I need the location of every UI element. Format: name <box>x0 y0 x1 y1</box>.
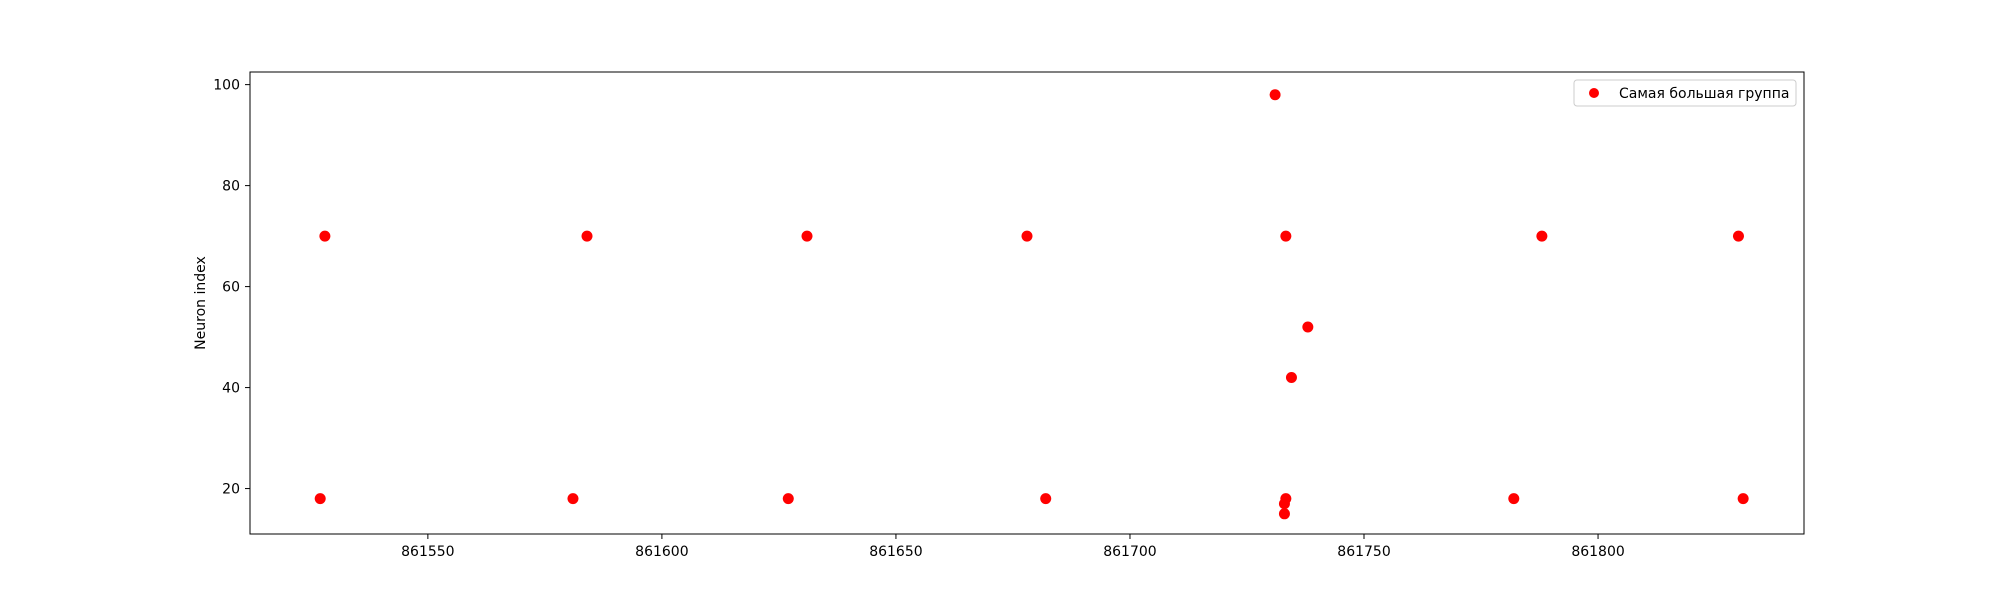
x-tick-label: 861750 <box>1337 544 1390 560</box>
data-point <box>1040 493 1052 505</box>
plot-area <box>249 71 1805 535</box>
x-tick-label: 861800 <box>1571 544 1624 560</box>
data-point <box>1278 508 1290 520</box>
data-point <box>1737 493 1749 505</box>
legend-box <box>1573 79 1797 107</box>
data-points <box>314 89 1749 520</box>
x-tick-label: 861650 <box>869 544 922 560</box>
data-point <box>1536 230 1548 242</box>
data-point <box>1302 321 1314 333</box>
data-point <box>1021 230 1033 242</box>
data-point <box>567 493 579 505</box>
data-point <box>782 493 794 505</box>
x-axis: 861550 861600 861650 861700 861750 861800 <box>401 534 1625 560</box>
legend-label: Самая большая группа <box>1619 86 1789 102</box>
x-tick-label: 861550 <box>401 544 454 560</box>
y-tick-label: 60 <box>222 280 240 296</box>
data-point <box>1280 493 1292 505</box>
y-tick-label: 100 <box>213 78 240 94</box>
data-point <box>1280 230 1292 242</box>
y-tick-label: 40 <box>222 381 240 397</box>
data-point <box>1269 89 1281 101</box>
x-tick-label: 861600 <box>635 544 688 560</box>
legend-marker <box>1589 88 1599 98</box>
y-axis-label: Neuron index <box>193 256 209 350</box>
data-point <box>314 493 326 505</box>
data-point <box>581 230 593 242</box>
x-tick-label: 861700 <box>1103 544 1156 560</box>
y-tick-label: 80 <box>222 179 240 195</box>
y-axis: 20 40 60 80 100 <box>213 78 250 498</box>
y-tick-label: 20 <box>222 482 240 498</box>
legend: Самая большая группа <box>1573 79 1797 107</box>
data-point <box>801 230 813 242</box>
data-point <box>1285 371 1297 383</box>
data-point <box>1732 230 1744 242</box>
data-point <box>1508 493 1520 505</box>
data-point <box>319 230 331 242</box>
